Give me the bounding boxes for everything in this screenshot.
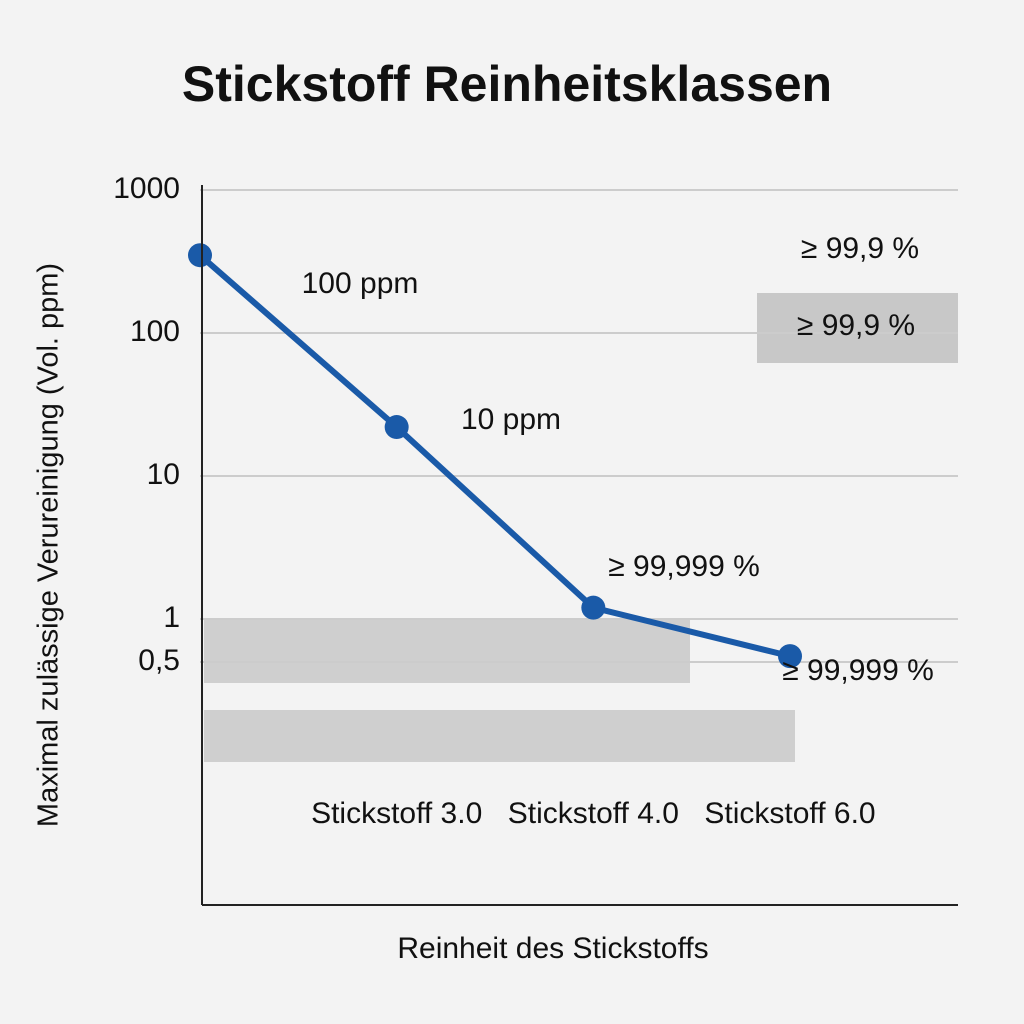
y-axis-label: Maximal zulässige Verureinigung (Vol. pp… bbox=[33, 263, 65, 827]
x-tick-label: Stickstoff 4.0 bbox=[508, 797, 679, 830]
plot-area: 1000 100 10 1 0,5 Stickstoff 3.0 Stickstoff 4.… bbox=[113, 172, 958, 830]
y-tick-label: 100 bbox=[130, 315, 180, 348]
point bbox=[384, 415, 409, 440]
point bbox=[778, 644, 802, 669]
shaded-band bbox=[204, 619, 690, 683]
annotation: ≥ 99,9 % bbox=[801, 232, 919, 265]
y-tick-label: 0,5 bbox=[138, 644, 180, 677]
x-tick-label: Stickstoff 6.0 bbox=[704, 797, 875, 830]
annotation: ≥ 99,999 % bbox=[608, 550, 760, 583]
annotation: 100 ppm bbox=[302, 267, 419, 300]
line bbox=[198, 252, 791, 660]
x-axis-label: Reinheit des Stickstoffs bbox=[397, 932, 708, 965]
y-tick-label: 10 bbox=[147, 458, 180, 491]
point bbox=[581, 595, 606, 620]
annotation: ≥ 99,9 % bbox=[797, 309, 915, 342]
x-tick-label: Stickstoff 3.0 bbox=[311, 797, 482, 830]
y-tick-label: 1 bbox=[163, 601, 180, 634]
annotation: ≥ 99,999 % bbox=[782, 654, 934, 687]
shaded-box bbox=[757, 293, 958, 363]
y-tick-label: 1000 bbox=[113, 172, 180, 205]
point bbox=[188, 243, 212, 268]
chart-title: Stickstoff Reinheitsklassen bbox=[182, 56, 832, 112]
annotation: 10 ppm bbox=[461, 403, 561, 436]
shaded-band bbox=[204, 710, 795, 762]
